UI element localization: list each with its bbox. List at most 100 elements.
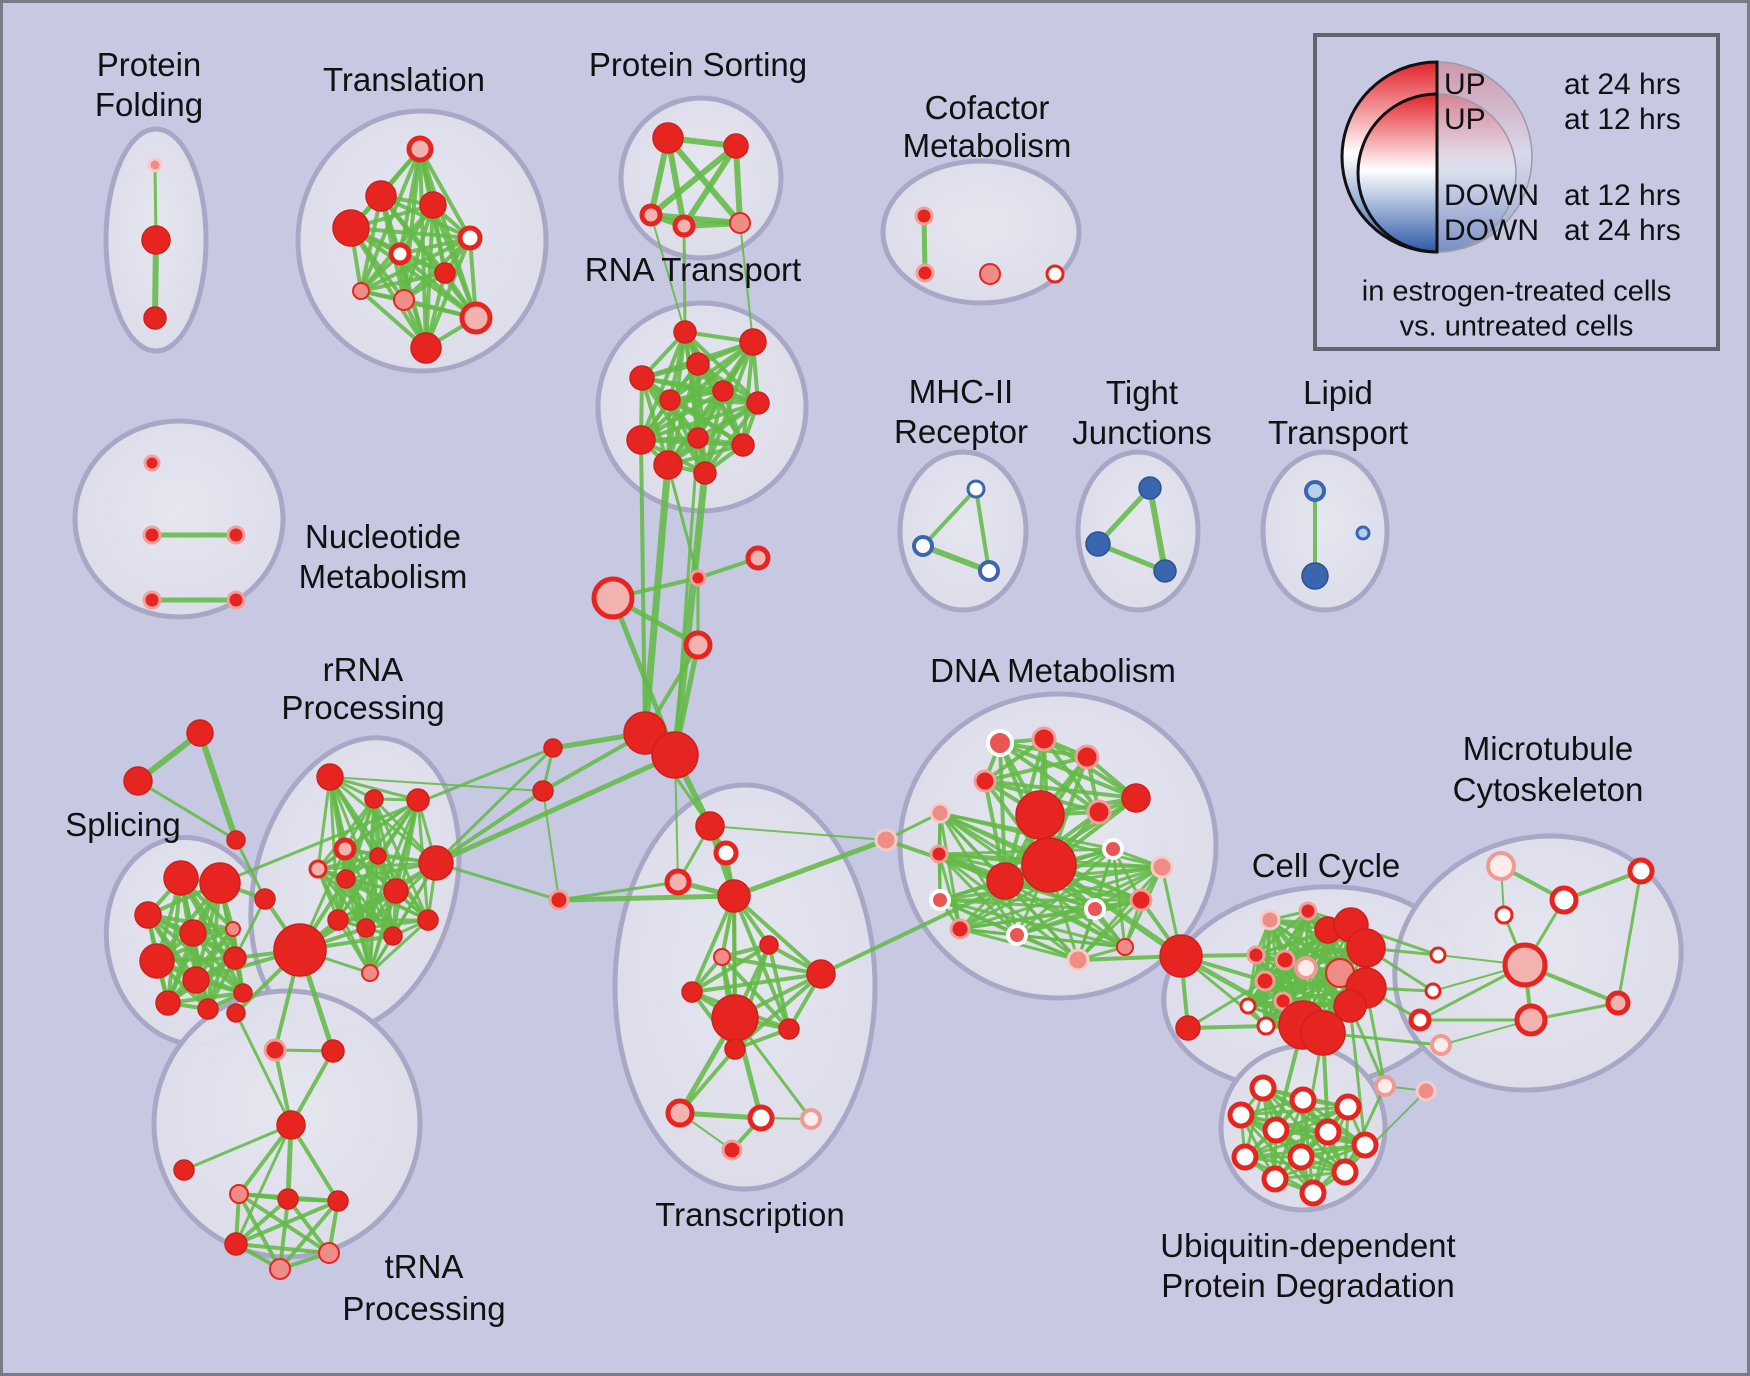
up-with-halo-node [263, 1038, 287, 1062]
cluster-transcription-ellipse [612, 782, 878, 1192]
edge [329, 776, 544, 792]
edge [639, 330, 687, 442]
up-regulated-node [179, 919, 207, 947]
cluster-tight-junctions-ellipse [1075, 449, 1201, 613]
edge [136, 779, 238, 842]
weak-up-node [1374, 1075, 1396, 1097]
edge [166, 927, 235, 1005]
edge [921, 213, 928, 276]
up-regulated-node [681, 981, 703, 1003]
up-mixed-node [745, 545, 771, 571]
pink-with-halo-node [1415, 1080, 1437, 1102]
edge [1015, 933, 1127, 949]
up-regulated-node [163, 860, 199, 896]
legend-node-glyph [1340, 60, 1533, 254]
up-regulated-node [406, 788, 430, 812]
weak-down-node [1304, 480, 1326, 502]
cluster-cell-cycle-label: Cell Cycle [1251, 847, 1401, 884]
edge [1254, 909, 1310, 957]
up-regulated-node [653, 450, 683, 480]
up-with-halo-node [143, 454, 161, 472]
pink-with-halo-node [1150, 855, 1174, 879]
edge [974, 487, 991, 573]
cluster-ubiquitin-degradation-label: Ubiquitin-dependent Protein Degradation [1160, 1227, 1456, 1304]
partially-up-node [352, 282, 370, 300]
up-regulated-node [273, 923, 327, 977]
edge [237, 1192, 282, 1271]
down-regulated-node [1153, 559, 1177, 583]
edge [640, 376, 760, 405]
partially-up-node [318, 1242, 340, 1264]
up-regulated-node [739, 328, 767, 356]
edge [1076, 898, 1143, 962]
up-regulated-node [155, 990, 181, 1016]
up-regulated-node [134, 901, 162, 929]
up-regulated-node [695, 811, 725, 841]
legend-caption-line2: vs. untreated cells [1399, 310, 1634, 343]
up-with-halo-node [142, 590, 162, 610]
cluster-lipid-transport-ellipse [1260, 449, 1390, 613]
edge [938, 898, 1097, 911]
legend-row-2-time: at 12 hrs [1564, 179, 1681, 212]
partially-up-node [1116, 938, 1134, 956]
partially-up-node [361, 964, 379, 982]
up-regulated-node [369, 847, 387, 865]
up-regulated-node [383, 878, 409, 904]
up-regulated-node [1300, 1010, 1346, 1056]
edge [731, 837, 889, 899]
up-mixed-node [1605, 990, 1631, 1016]
edge [921, 487, 978, 548]
edge [639, 438, 647, 735]
up-with-halo-node [1086, 799, 1112, 825]
up-with-halo-node [1031, 726, 1057, 752]
up-with-halo-node [1246, 945, 1266, 965]
edge [983, 755, 1089, 783]
up-regulated-node [652, 122, 684, 154]
up-regulated-node [276, 1110, 306, 1140]
edge [690, 972, 823, 994]
up-regulated-node [1333, 989, 1367, 1023]
up-regulated-node [226, 830, 246, 850]
up-late-only-node [1239, 997, 1257, 1015]
edge [1015, 847, 1115, 937]
up-late-only-node [1287, 1143, 1315, 1171]
up-regulated-node [532, 780, 554, 802]
partially-up-node [393, 289, 415, 311]
up-regulated-node [173, 1159, 195, 1181]
weak-up-node [800, 1108, 822, 1130]
up-regulated-node [693, 461, 717, 485]
up-regulated-node [419, 191, 447, 219]
up-regulated-node [673, 320, 697, 344]
edge [666, 401, 760, 467]
edge [234, 1199, 340, 1246]
up-regulated-node [418, 845, 454, 881]
up-with-halo-node [1273, 991, 1293, 1011]
edge [937, 852, 962, 931]
up-with-halo-node [1074, 744, 1100, 770]
edge [648, 143, 739, 218]
cluster-transcription-label: Transcription [655, 1196, 845, 1233]
up-with-halo-node [973, 769, 997, 793]
network-svg [72, 95, 1684, 1280]
cluster-dna-metabolism-label: DNA Metabolism [930, 652, 1176, 689]
up-mixed-node [459, 301, 493, 335]
edge [1015, 907, 1097, 937]
up-mixed-node [1514, 1003, 1548, 1037]
up-white-ring-node [1084, 898, 1106, 920]
edge [998, 741, 1101, 814]
edge [197, 730, 239, 843]
up-with-halo-node [689, 569, 707, 587]
up-regulated-node [986, 862, 1024, 900]
up-regulated-node [277, 1188, 299, 1210]
up-mixed-node [1502, 942, 1548, 988]
legend-row-3-direction: DOWN [1444, 214, 1539, 247]
up-with-halo-node [721, 1139, 743, 1161]
edge [938, 898, 1127, 949]
up-regulated-node [806, 959, 836, 989]
up-regulated-node [651, 731, 699, 779]
up-white-ring-node [986, 729, 1014, 757]
up-late-only-node [388, 242, 412, 266]
up-regulated-node [417, 909, 439, 931]
edge [349, 226, 472, 240]
